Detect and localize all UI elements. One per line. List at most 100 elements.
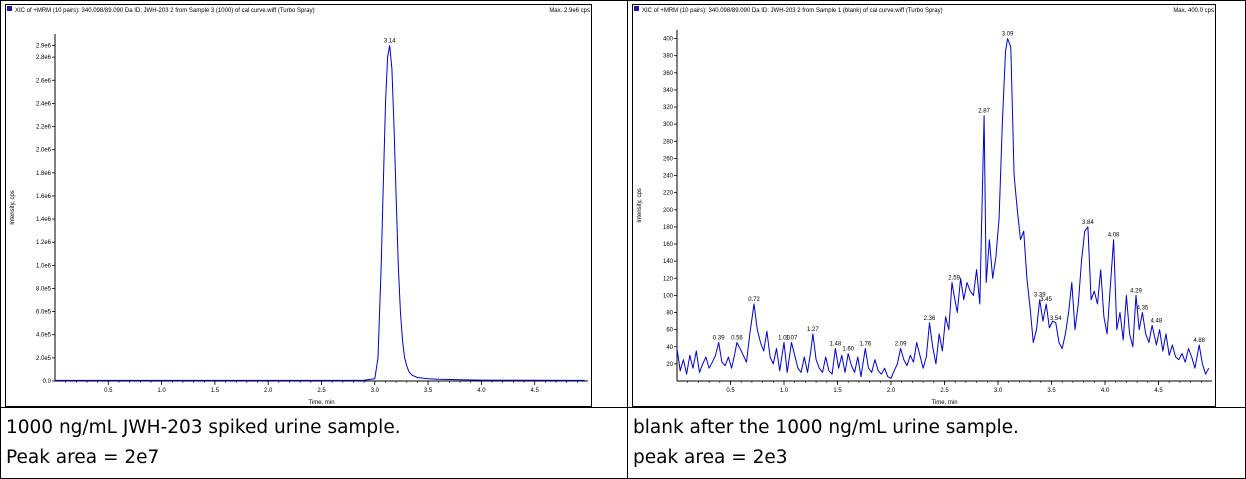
chart1-peak-label-0: 0.39 [713,335,725,341]
chart0-y-tick-label-4: 8.0e5 [36,286,52,292]
chart0-x-tick-label-5: 3.0 [371,388,380,394]
chart1-y-tick-label-2: 60 [666,328,673,334]
left-caption-line2: Peak area = 2e7 [6,447,160,468]
chart0-y-tick-label-14: 2.8e6 [36,55,52,61]
chart1-peak-label-10: 2.36 [924,316,936,322]
chart0-max-label: Max. 2.9e6 cps [549,8,590,14]
chart0-frame [5,4,592,407]
chart1-peak-label-16: 3.54 [1050,316,1062,322]
chart1-y-tick-label-12: 260 [663,156,674,162]
chart0-y-tick-label-0: 0.0 [43,379,52,385]
chart1-x-tick-label-3: 2.0 [887,388,896,394]
chart1-y-tick-label-9: 200 [663,208,674,214]
chart1-peak-label-13: 3.09 [1002,32,1014,38]
chart1-y-tick-label-14: 300 [663,122,674,128]
chart0-y-tick-label-9: 1.8e6 [36,171,52,177]
chart1-y-tick-label-13: 280 [663,139,674,145]
table-border-left [0,0,1,479]
chart1-peak-label-11: 2.59 [948,276,960,282]
chart0-header-text: XIC of +MRM (10 pairs): 340.098/89.090 D… [15,8,315,14]
chart0-y-tick-label-8: 1.6e6 [36,194,52,200]
left-chart-cell: XIC of +MRM (10 pairs): 340.098/89.090 D… [5,4,592,407]
chart1-x-tick-label-5: 3.0 [994,388,1003,394]
chart1-peak-label-19: 4.29 [1130,288,1142,294]
chart1-peak-label-8: 1.76 [859,341,871,347]
chart1-y-tick-label-10: 220 [663,191,674,197]
chart0-y-tick-label-10: 2.0e6 [36,148,52,154]
chart0-y-tick-label-3: 6.0e5 [36,310,52,316]
chart1-x-tick-label-7: 4.0 [1101,388,1110,394]
chart0-x-axis-label: Time, min [308,400,334,406]
chart1-y-tick-label-11: 240 [663,174,674,180]
chart1-x-axis-label: Time, min [931,400,957,406]
chart1-peak-label-18: 4.08 [1108,233,1120,239]
chart1-peak-label-1: 0.56 [731,335,743,341]
chart1-peak-label-2: 0.72 [748,297,760,303]
chart1-peak-label-9: 2.09 [895,341,907,347]
chart1-y-tick-label-0: 20 [666,362,673,368]
table-border-middle [0,407,1246,408]
chart1-header-text: XIC of +MRM (10 pairs): 340.098/89.090 D… [642,8,943,14]
chart0-peak-label-0: 3.14 [384,39,396,45]
chart0-x-tick-label-1: 1.0 [157,388,166,394]
chart0-y-tick-label-13: 2.6e6 [36,78,52,84]
chart0-y-axis-label: Intensity, cps [10,190,16,225]
chart0-x-tick-label-8: 4.5 [531,388,540,394]
chart1-y-tick-label-18: 380 [663,54,674,60]
chart1-x-tick-label-6: 3.5 [1047,388,1056,394]
table-border-top [0,0,1246,1]
table-border-center [627,0,628,479]
chart0-series-line-0 [55,45,585,381]
chart1-y-tick-label-3: 80 [666,311,673,317]
chart1-y-tick-label-5: 120 [663,276,674,282]
chart0-y-tick-label-5: 1.0e6 [36,263,52,269]
chart1-y-tick-label-6: 140 [663,259,674,265]
left-chromatogram: XIC of +MRM (10 pairs): 340.098/89.090 D… [5,4,592,407]
right-caption-line1: blank after the 1000 ng/mL urine sample. [633,417,1019,438]
chart0-y-tick-label-12: 2.4e6 [36,101,52,107]
chart1-y-axis-label: Intensity, cps [637,188,643,223]
left-caption-line1: 1000 ng/mL JWH-203 spiked urine sample. [6,417,401,438]
chart1-y-tick-label-1: 40 [666,345,673,351]
chart1-legend-swatch [634,6,639,11]
chart1-y-tick-label-19: 400 [663,37,674,43]
chart1-peak-label-5: 1.27 [807,327,819,333]
chart1-series-line-0 [676,38,1210,379]
chart1-peak-label-3: 1.00 [778,335,790,341]
chart1-x-tick-label-8: 4.5 [1154,388,1163,394]
chart1-x-tick-label-0: 0.5 [726,388,735,394]
chart0-y-tick-label-7: 1.4e6 [36,217,52,223]
chart1-peak-label-12: 2.87 [978,109,990,115]
chart1-peak-label-21: 4.48 [1151,318,1163,324]
chart1-y-tick-label-16: 340 [663,88,674,94]
chart1-peak-label-22: 4.88 [1193,338,1205,344]
right-chromatogram: XIC of +MRM (10 pairs): 340.098/89.090 D… [632,4,1216,407]
chart0-y-tick-label-6: 1.2e6 [36,240,52,246]
chart1-y-tick-label-8: 180 [663,225,674,231]
chart1-peak-label-17: 3.84 [1082,220,1094,226]
chart1-frame [632,4,1216,407]
chart1-y-tick-label-15: 320 [663,105,674,111]
chart0-x-tick-label-0: 0.5 [104,388,113,394]
chart1-peak-label-20: 4.35 [1137,306,1149,312]
chart1-x-tick-label-4: 2.5 [940,388,949,394]
chart1-x-tick-label-2: 1.5 [833,388,842,394]
chart1-y-tick-label-17: 360 [663,71,674,77]
chart0-legend-swatch [7,6,12,11]
chart0-y-tick-label-11: 2.2e6 [36,125,52,131]
chart1-max-label: Max. 400.0 cps [1173,8,1214,14]
chart1-peak-label-14: 3.39 [1034,293,1046,299]
chart1-y-tick-label-7: 160 [663,242,674,248]
chart1-peak-label-7: 1.60 [842,347,854,353]
chart0-x-tick-label-3: 2.0 [264,388,273,394]
chart0-y-tick-label-15: 2.9e6 [36,44,52,50]
chart1-peak-label-15: 3.45 [1040,297,1052,303]
right-chart-cell: XIC of +MRM (10 pairs): 340.098/89.090 D… [632,4,1216,407]
chart1-y-tick-label-4: 100 [663,293,674,299]
chart0-y-tick-label-2: 4.0e5 [36,333,52,339]
chart0-x-tick-label-7: 4.0 [477,388,486,394]
chart0-x-tick-label-2: 1.5 [211,388,220,394]
chart1-x-tick-label-1: 1.0 [780,388,789,394]
chart0-x-tick-label-4: 2.5 [317,388,326,394]
right-caption-line2: peak area = 2e3 [633,447,788,468]
